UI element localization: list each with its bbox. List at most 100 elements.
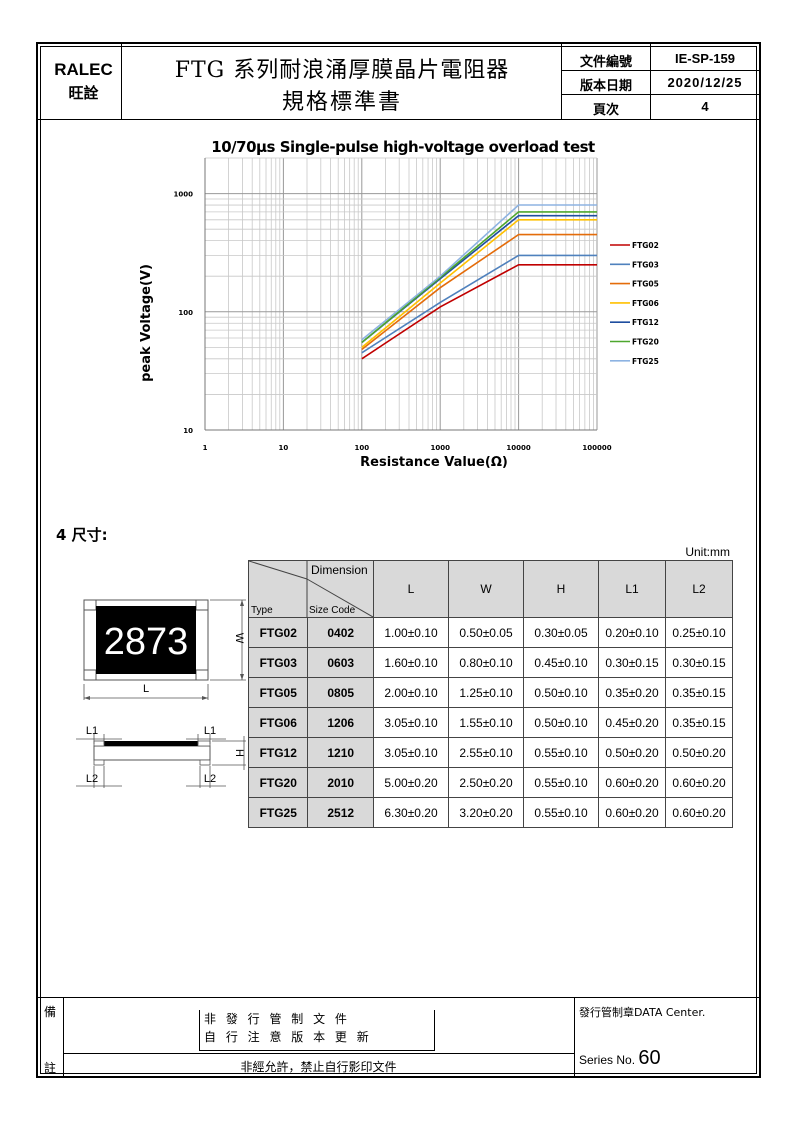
chip-side-resistive-layer [104, 741, 198, 746]
series-line-ftg05 [361, 233, 597, 351]
legend-label-ftg12: FTG12 [632, 318, 659, 327]
col-header-l2: L2 [665, 560, 733, 618]
dimension-table: Dimension Type Size Code L W H L1 L2 FTG… [247, 560, 733, 828]
l2-right-label: L2 [204, 773, 216, 785]
row-value-w: 2.50±0.20 [448, 767, 524, 798]
section-title: 尺寸: [71, 526, 108, 544]
row-size-code: 1206 [307, 707, 374, 738]
col-header-w: W [448, 560, 524, 618]
company-name-en: RALEC [54, 60, 113, 79]
series-line-ftg03 [361, 254, 597, 354]
row-value-h: 0.50±0.10 [523, 677, 599, 708]
company-name-zh: 旺詮 [68, 84, 99, 102]
legend-label-ftg03: FTG03 [632, 260, 659, 269]
row-value-l: 3.05±0.10 [373, 707, 449, 738]
version-date-label: 版本日期 [579, 79, 632, 94]
chip-marking: 2873 [104, 621, 189, 663]
notice-line-3: 非經允許，禁止自行影印文件 [240, 1060, 397, 1074]
document-frame [36, 42, 761, 1078]
issuance-stamp-label: 發行管制章DATA Center. [579, 1006, 706, 1019]
row-value-l: 2.00±0.10 [373, 677, 449, 708]
x-tick-label: 1000 [430, 444, 450, 452]
table-row: FTG06 1206 3.05±0.10 1.55±0.10 0.50±0.10 0.45… [247, 707, 733, 738]
row-value-w: 2.55±0.10 [448, 737, 524, 768]
row-type: FTG20 [247, 767, 309, 798]
dimension-header-label: Dimension [311, 563, 368, 577]
row-type: FTG03 [247, 647, 309, 678]
l-dimension-label: L [143, 683, 149, 695]
y-tick-label: 100 [178, 309, 193, 317]
row-value-h: 0.55±0.10 [523, 737, 599, 768]
series-line-ftg02 [361, 264, 597, 360]
corner-diagonal [249, 561, 373, 617]
x-tick-label: 100000 [582, 444, 611, 452]
row-value-h: 0.30±0.05 [523, 617, 599, 648]
chart-grid [204, 157, 598, 431]
control-notice-box: 非 發 行 管 制 文 件 自 行 注 意 版 本 更 新 [199, 1010, 435, 1051]
series-number: Series No. 60 [579, 1047, 661, 1070]
h-dimension-label: H [233, 749, 245, 757]
table-row: FTG05 0805 2.00±0.10 1.25±0.10 0.50±0.10 0.35… [247, 677, 733, 708]
footer-mid-rule [63, 1053, 574, 1054]
row-size-code: 2010 [307, 767, 374, 798]
row-value-w: 3.20±0.20 [448, 797, 524, 828]
row-size-code: 0805 [307, 677, 374, 708]
surge-test-chart: 10/70µs Single-pulse high-voltage overlo… [130, 128, 670, 478]
chip-resistive-layer [96, 606, 196, 674]
chart-y-axis-label: peak Voltage(V) [139, 264, 154, 382]
row-value-w: 1.55±0.10 [448, 707, 524, 738]
table-row: FTG20 2010 5.00±0.20 2.50±0.20 0.55±0.10 0.60… [247, 767, 733, 798]
row-value-l1: 0.20±0.10 [598, 617, 666, 648]
row-value-l: 1.00±0.10 [373, 617, 449, 648]
legend-label-ftg20: FTG20 [632, 338, 659, 347]
series-line-ftg06 [361, 219, 597, 349]
x-tick-label: 100 [354, 444, 369, 452]
header-divider-right [561, 44, 562, 119]
row-value-l2: 0.60±0.20 [665, 767, 733, 798]
page-number: 4 [701, 99, 709, 114]
header-divider-value [650, 44, 651, 119]
size-code-header-label: Size Code [309, 605, 356, 616]
chip-terminal-bl [83, 669, 97, 681]
w-dimension-label: W [233, 633, 245, 644]
footer-divider-right [574, 997, 575, 1076]
row-value-l1: 0.30±0.15 [598, 647, 666, 678]
legend-label-ftg02: FTG02 [632, 241, 659, 250]
section-number: 4 [56, 526, 67, 544]
row-value-l2: 0.30±0.15 [665, 647, 733, 678]
row-value-h: 0.55±0.10 [523, 767, 599, 798]
row-value-w: 0.50±0.05 [448, 617, 524, 648]
version-date-value: 2020/12/25 [667, 75, 743, 90]
row-value-w: 0.80±0.10 [448, 647, 524, 678]
y-tick-label: 1000 [174, 191, 194, 199]
l1-right-label: L1 [204, 725, 216, 737]
notice-line-2: 自 行 注 意 版 本 更 新 [204, 1030, 369, 1044]
series-label: Series No. [579, 1053, 636, 1067]
document-title-line2: 規格標準書 [281, 90, 402, 115]
chart-x-axis-label: Resistance Value(Ω) [360, 455, 508, 470]
type-header-label: Type [251, 605, 273, 616]
row-value-l1: 0.50±0.20 [598, 737, 666, 768]
doc-no-value: IE-SP-159 [675, 51, 735, 66]
row-value-l: 5.00±0.20 [373, 767, 449, 798]
page-label: 頁次 [592, 103, 619, 118]
row-type: FTG06 [247, 707, 309, 738]
chip-side-view [93, 745, 211, 761]
row-value-l2: 0.25±0.10 [665, 617, 733, 648]
x-tick-label: 10 [279, 444, 289, 452]
legend-label-ftg05: FTG05 [632, 280, 659, 289]
x-tick-label: 1 [203, 444, 208, 452]
row-value-h: 0.55±0.10 [523, 797, 599, 828]
row-value-l2: 0.60±0.20 [665, 797, 733, 828]
l2-left-label: L2 [86, 773, 98, 785]
remark-label-bottom: 註 [44, 1061, 57, 1075]
row-type: FTG12 [247, 737, 309, 768]
chip-terminal-tl [83, 599, 97, 611]
table-row: FTG25 2512 6.30±0.20 3.20±0.20 0.55±0.10 0.60… [247, 797, 733, 828]
dimension-table-header-row: Dimension Type Size Code L W H L1 L2 [248, 560, 733, 618]
row-value-h: 0.50±0.10 [523, 707, 599, 738]
unit-label: Unit:mm [685, 545, 730, 559]
chart-legend: FTG02 FTG03 FTG05 FTG06 FTG12 FTG20 FTG25 [610, 241, 659, 366]
row-value-l2: 0.50±0.20 [665, 737, 733, 768]
chart-title: 10/70µs Single-pulse high-voltage overlo… [211, 138, 595, 156]
